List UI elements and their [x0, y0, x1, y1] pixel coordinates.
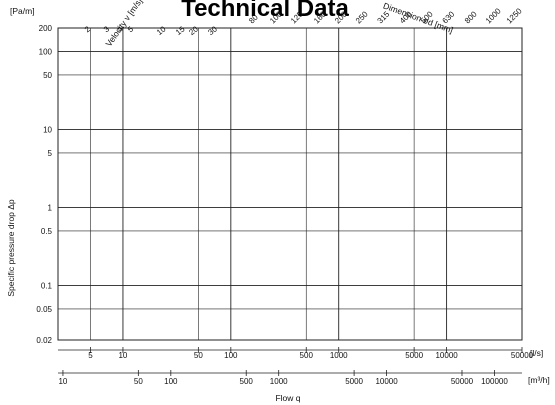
- velocity-value-label: 3: [102, 24, 111, 34]
- x-axis-title: Flow q: [275, 393, 300, 403]
- x-unit-top: [l/s]: [530, 348, 543, 358]
- x-tick-label-top: 500: [300, 351, 314, 360]
- dimension-value-label: 800: [463, 9, 479, 25]
- x-tick-label-bottom: 100000: [481, 377, 508, 386]
- velocity-value-label: 15: [174, 24, 187, 37]
- x-tick-label-top: 1000: [330, 351, 348, 360]
- x-tick-label-bottom: 10: [58, 377, 67, 386]
- y-axis-title: Specific pressure drop Δp: [6, 199, 16, 297]
- y-tick-labels: 200 100 50 10 5 1 0.5 0.1 0.05 0.02: [36, 24, 52, 345]
- x-tick-label-top: 50000: [511, 351, 534, 360]
- x-tick-label-bottom: 100: [164, 377, 178, 386]
- x-tick-label-top: 50: [194, 351, 203, 360]
- y-tick-label: 0.5: [41, 227, 53, 236]
- x-tick-labels-top: 5 10 50 100 500 1000 5000 10000 50000: [58, 347, 534, 360]
- x-tick-labels-bottom: 10 50 100 500 1000 5000 10000 50000 100000: [58, 370, 522, 386]
- velocity-value-label: 4: [115, 24, 124, 34]
- velocity-value-label: 10: [155, 24, 168, 37]
- x-tick-label-bottom: 500: [240, 377, 254, 386]
- y-tick-label: 200: [39, 24, 53, 33]
- y-tick-label: 5: [48, 149, 53, 158]
- chart-title: Technical Data: [181, 0, 349, 22]
- y-tick-label: 0.05: [36, 305, 52, 314]
- velocity-axis-label: Velocity v [m/s]: [103, 0, 144, 48]
- y-tick-label: 10: [43, 125, 52, 134]
- dimension-value-label: 1000: [484, 6, 503, 25]
- x-tick-label-bottom: 1000: [270, 377, 288, 386]
- dimension-value-label: 250: [354, 9, 370, 25]
- velocity-value-label: 5: [126, 24, 135, 34]
- y-tick-label: 0.02: [36, 336, 52, 345]
- velocity-value-label: 30: [206, 24, 219, 37]
- dimension-value-label: 1250: [505, 6, 524, 25]
- x-unit-bottom: [m³/h]: [528, 375, 550, 385]
- x-tick-label-bottom: 10000: [375, 377, 398, 386]
- x-tick-label-bottom: 50: [134, 377, 143, 386]
- velocity-value-label: 2: [83, 24, 92, 34]
- y-unit-label: [Pa/m]: [10, 6, 35, 16]
- x-tick-label-top: 10000: [435, 351, 458, 360]
- y-tick-label: 0.1: [41, 281, 53, 290]
- x-tick-label-top: 100: [224, 351, 238, 360]
- x-tick-label-bottom: 5000: [345, 377, 363, 386]
- grid: [57, 27, 523, 341]
- y-tick-label: 1: [48, 203, 53, 212]
- y-tick-label: 50: [43, 71, 52, 80]
- x-tick-label-top: 5000: [405, 351, 423, 360]
- x-tick-label-bottom: 50000: [451, 377, 474, 386]
- x-tick-label-top: 10: [118, 351, 127, 360]
- y-tick-label: 100: [39, 47, 53, 56]
- x-tick-label-top: 5: [88, 351, 93, 360]
